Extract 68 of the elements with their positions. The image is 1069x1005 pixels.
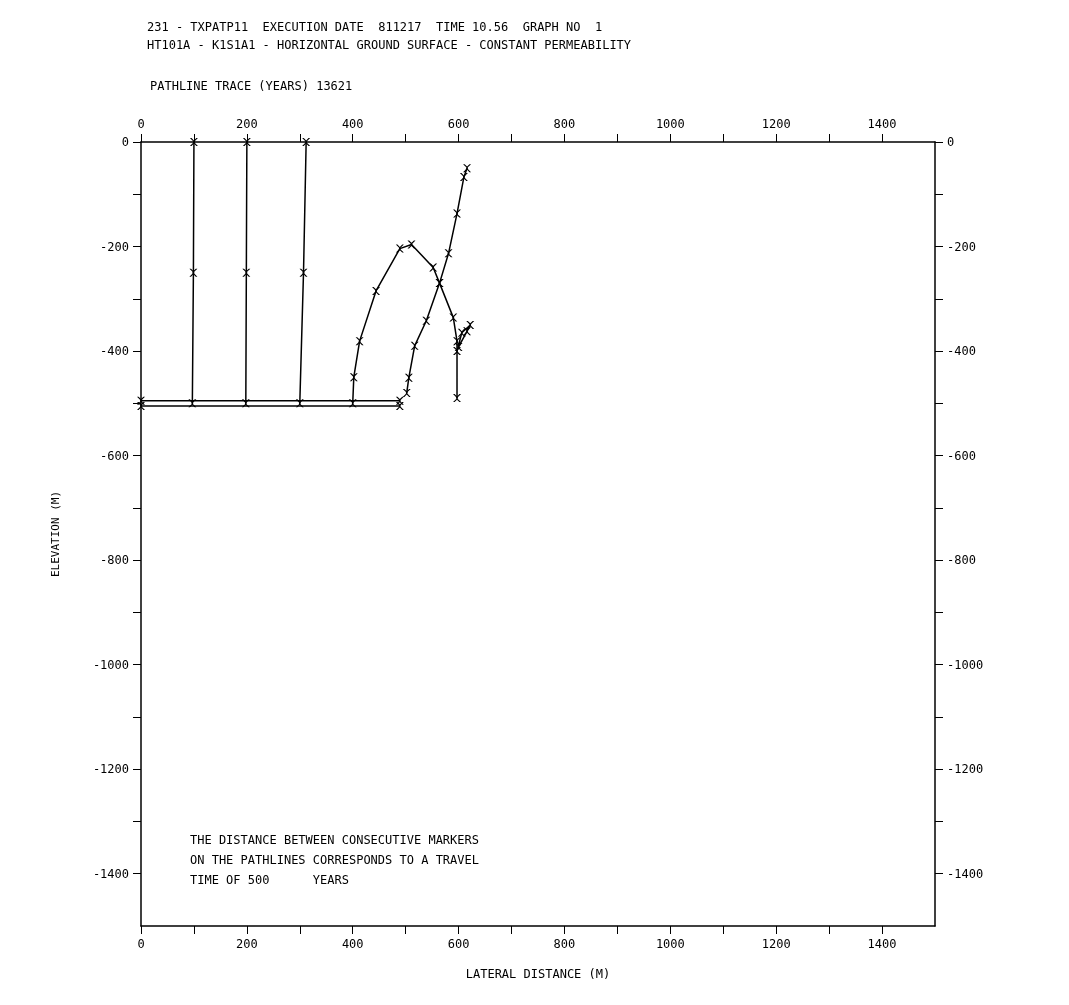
point (454, 342, 463, 351)
x2-tick-label: 1200 (761, 937, 791, 951)
y2-tick-label: 0 (947, 135, 955, 149)
point (372, 286, 381, 295)
point (395, 244, 404, 253)
point (457, 328, 466, 337)
point (463, 164, 472, 173)
text: PATHLINE TRACE (YEARS) 13621 (150, 79, 353, 93)
point (453, 337, 462, 346)
point (242, 138, 251, 146)
point (295, 399, 304, 408)
x2-tick-label: 0 (137, 937, 145, 951)
point (302, 138, 311, 146)
y-tick-label: -400 (100, 344, 129, 359)
point (137, 401, 145, 410)
y2-tick-label: -1000 (947, 657, 984, 672)
point (348, 399, 357, 408)
x2-tick-label: 400 (341, 937, 364, 951)
y2-tick-label: -600 (947, 448, 976, 463)
point (422, 316, 431, 325)
point (189, 138, 198, 146)
annotation: THE DISTANCE BETWEEN CONSECUTIVE MARKERS ON THE PATHLINES CORRESPONDS TO A TRAVEL TIME OF 500 YEARS (190, 833, 479, 887)
x2-tick-label: 1400 (867, 937, 897, 951)
point (355, 337, 364, 346)
y2-tick-label: -800 (947, 553, 976, 568)
point (137, 396, 145, 405)
point (429, 263, 438, 272)
x2-tick-label: 200 (236, 937, 258, 951)
point (402, 388, 411, 397)
y-tick-label: -800 (100, 553, 129, 568)
point (188, 399, 197, 408)
y-tick-label: 0 (121, 135, 129, 149)
point (459, 173, 468, 182)
point (449, 313, 458, 322)
x-tick-label: 200 (236, 117, 258, 131)
x-axis-title: LATERAL DISTANCE (M) (465, 967, 611, 981)
y-tick-label: -600 (100, 448, 129, 463)
y2-tick-label: -400 (947, 344, 976, 359)
point (453, 209, 462, 218)
y2-tick-label: -1200 (947, 762, 984, 777)
point (395, 401, 404, 410)
x-tick-label: 1400 (867, 117, 897, 131)
point (453, 394, 462, 403)
x-tick-label: 800 (553, 117, 576, 131)
x2-tick-label: 600 (447, 937, 470, 951)
point (242, 268, 251, 277)
x-tick-label: 1000 (655, 117, 685, 131)
x-tick-label: 0 (137, 117, 145, 131)
point (463, 327, 472, 336)
point (241, 399, 250, 408)
y-tick-label: -200 (100, 239, 129, 254)
x-tick-label: 600 (447, 117, 470, 131)
x-tick-label: 400 (341, 117, 364, 131)
x2-tick-label: 800 (553, 937, 576, 951)
point (466, 320, 475, 329)
x2-tick-label: 1000 (655, 937, 685, 951)
chart-title: 231 - TXPATP11 EXECUTION DATE 811217 TIME 10.56 GRAPH NO 1 (147, 20, 603, 34)
y-tick-label: -1000 (92, 657, 129, 672)
y2-tick-label: -200 (947, 239, 976, 254)
point (410, 341, 419, 350)
y-tick-label: -1400 (92, 866, 129, 881)
point (404, 373, 413, 382)
y-axis-title: ELEVATION (M) (49, 490, 62, 578)
point (349, 373, 358, 382)
chart-subtitle: HT101A - K1S1A1 - HORIZONTAL GROUND SURFACE - CONSTANT PERMEABILITY (147, 38, 632, 52)
y-tick-label: -1200 (92, 762, 129, 777)
y2-tick-label: -1400 (947, 866, 984, 881)
x-tick-label: 1200 (761, 117, 791, 131)
